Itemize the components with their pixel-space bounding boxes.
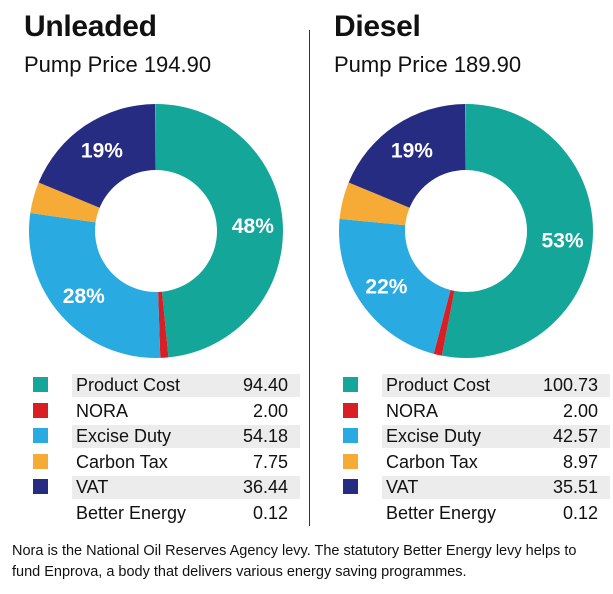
legend-value: 35.51 xyxy=(552,477,598,497)
legend-row: Carbon Tax 8.97 xyxy=(340,449,610,475)
chart-title: Diesel xyxy=(334,10,421,43)
legend-label: VAT xyxy=(76,477,109,497)
data-label: 28% xyxy=(63,285,105,308)
legend-swatch xyxy=(343,428,358,443)
data-label: 19% xyxy=(391,139,433,162)
donut-slice-carbon-tax xyxy=(339,182,410,226)
legend-swatch xyxy=(33,479,48,494)
legend-label: VAT xyxy=(386,477,419,497)
unleaded-legend: Product Cost 94.40 NORA 2.00 Excise Duty 54.1… xyxy=(30,372,300,525)
legend-swatch xyxy=(343,479,358,494)
legend-row-background xyxy=(72,425,300,448)
legend-row: Product Cost 94.40 xyxy=(30,372,300,398)
legend-row: NORA 2.00 xyxy=(340,398,610,424)
legend-row: Product Cost 100.73 xyxy=(340,372,610,398)
donut-slice-carbon-tax xyxy=(30,182,100,223)
legend-value: 7.75 xyxy=(252,451,288,472)
donut-slice-excise-duty xyxy=(28,212,161,358)
diesel-panel: Diesel Pump Price 189.90 53% 22% 19% Produ… xyxy=(310,0,610,530)
legend-value: 2.00 xyxy=(562,400,598,421)
legend-row: NORA 2.00 xyxy=(30,398,300,424)
legend-value: 2.00 xyxy=(252,400,288,421)
unleaded-donut-chart: 48% 28% 19% xyxy=(28,104,283,358)
legend-row: VAT 35.51 xyxy=(340,474,610,500)
legend-label: Better Energy xyxy=(76,502,187,523)
legend-value: 8.97 xyxy=(562,451,598,472)
diesel-donut-chart: 53% 22% 19% xyxy=(339,104,593,358)
donut-slice-nora xyxy=(158,291,169,358)
legend-row-background xyxy=(382,374,610,397)
data-label: 48% xyxy=(232,215,274,238)
legend-label: NORA xyxy=(386,400,439,421)
donut-slice-nora xyxy=(433,289,455,356)
panel-divider xyxy=(309,30,310,526)
donut-slice-vat xyxy=(38,104,156,208)
data-label: 19% xyxy=(81,139,123,162)
chart-title: Unleaded xyxy=(24,10,157,43)
legend-row: Better Energy 0.12 xyxy=(30,500,300,526)
legend-row: Excise Duty 42.57 xyxy=(340,423,610,449)
legend-row-background xyxy=(382,476,610,499)
legend-row-background xyxy=(72,374,300,397)
legend-label: Better Energy xyxy=(386,502,497,523)
data-label: 53% xyxy=(542,229,584,252)
unleaded-panel: Unleaded Pump Price 194.90 48% 28% 19% Pro… xyxy=(0,0,300,530)
legend-row: Better Energy 0.12 xyxy=(340,500,610,526)
legend-value: 100.73 xyxy=(542,375,598,395)
legend-swatch xyxy=(343,453,358,469)
footnote: Nora is the National Oil Reserves Agency… xyxy=(12,543,577,580)
donut-slice-product-cost xyxy=(156,104,283,358)
legend-value: 54.18 xyxy=(242,426,288,446)
legend-row-background xyxy=(382,425,610,448)
legend-value: 94.40 xyxy=(242,375,288,395)
legend-swatch xyxy=(33,428,48,443)
pump-price: Pump Price 189.90 xyxy=(334,52,522,77)
legend-swatch xyxy=(343,377,358,392)
legend-row: VAT 36.44 xyxy=(30,474,300,500)
legend-swatch xyxy=(33,377,48,392)
legend-row-background xyxy=(72,476,300,499)
donut-slice-excise-duty xyxy=(339,218,451,354)
legend-row: Excise Duty 54.18 xyxy=(30,423,300,449)
legend-label: Excise Duty xyxy=(76,426,172,446)
donut-slice-vat xyxy=(348,104,466,208)
legend-label: Carbon Tax xyxy=(386,451,478,472)
legend-label: Excise Duty xyxy=(386,426,482,446)
legend-swatch xyxy=(33,453,48,469)
legend-label: Carbon Tax xyxy=(76,451,168,472)
pump-price: Pump Price 194.90 xyxy=(24,52,212,77)
legend-label: Product Cost xyxy=(386,375,491,395)
legend-label: NORA xyxy=(76,400,129,421)
legend-value: 42.57 xyxy=(552,426,598,446)
legend-value: 0.12 xyxy=(562,502,598,523)
data-label: 22% xyxy=(365,275,407,298)
diesel-legend: Product Cost 100.73 NORA 2.00 Excise Duty 42.… xyxy=(340,372,610,525)
legend-row: Carbon Tax 7.75 xyxy=(30,449,300,475)
legend-swatch xyxy=(33,402,48,418)
donut-slice-product-cost xyxy=(441,104,593,358)
legend-value: 0.12 xyxy=(252,502,288,523)
legend-swatch xyxy=(343,402,358,418)
legend-value: 36.44 xyxy=(242,477,288,497)
legend-label: Product Cost xyxy=(76,375,181,395)
